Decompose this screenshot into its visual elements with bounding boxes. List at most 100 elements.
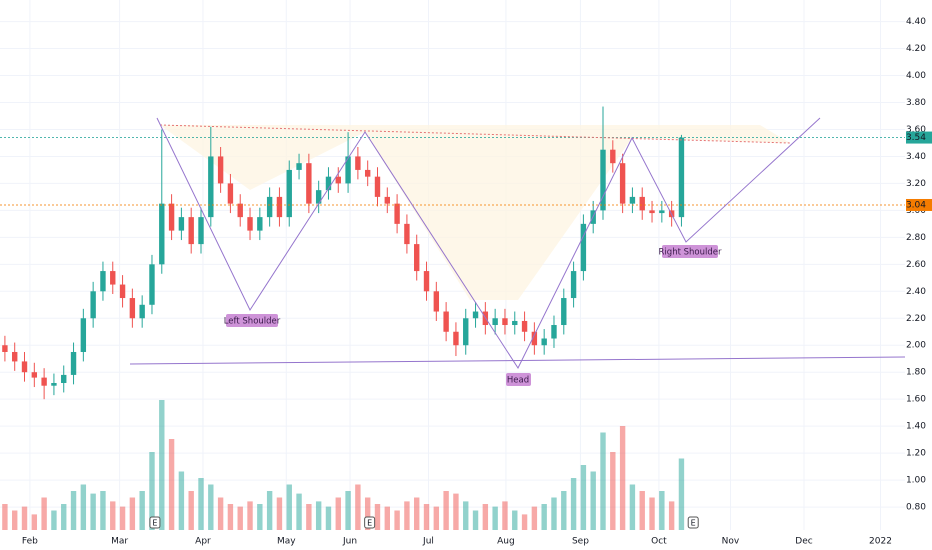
volume-bar	[610, 452, 616, 530]
volume-bar	[580, 465, 587, 530]
volume-bar	[208, 484, 214, 530]
candle-body	[678, 137, 685, 218]
candle-body	[404, 223, 410, 245]
volume-bar	[188, 491, 194, 530]
neckline	[159, 124, 791, 144]
volume-bar	[257, 504, 263, 530]
candle-body	[159, 203, 165, 265]
candle-body	[521, 320, 528, 332]
x-tick-label: Jul	[422, 537, 434, 547]
candle-body	[600, 149, 606, 211]
y-tick-label: 1.40	[906, 422, 926, 432]
volume-bar	[482, 504, 489, 530]
event-marker	[149, 516, 161, 529]
volume-bar	[629, 484, 636, 530]
volume-bar	[433, 506, 440, 530]
x-tick-label: Oct	[651, 537, 667, 547]
candle-body	[325, 176, 332, 191]
annotation-box	[662, 245, 718, 258]
candle-body	[12, 351, 18, 362]
volume-bar	[159, 400, 165, 530]
volume-bar	[31, 514, 38, 530]
event-marker	[364, 516, 376, 529]
x-tick-label: Dec	[795, 537, 812, 547]
volume-bar	[227, 504, 234, 530]
y-tick-label: 4.20	[906, 44, 926, 54]
y-tick-label: 1.00	[906, 476, 926, 486]
volume-bar	[492, 506, 498, 530]
candle-body	[335, 176, 341, 184]
candle-body	[619, 163, 626, 204]
volume-bar	[531, 506, 538, 530]
volume-bar	[443, 491, 449, 530]
volume-bar	[139, 491, 145, 530]
candle-body	[364, 169, 371, 177]
y-tick-label: 2.20	[906, 314, 926, 324]
volume-bar	[590, 471, 596, 530]
candle-body	[463, 318, 469, 346]
candle-body	[570, 271, 577, 299]
volume-bar	[100, 491, 106, 530]
volume-bar	[374, 504, 381, 530]
volume-bar	[639, 491, 645, 530]
candle-body	[629, 196, 636, 204]
candle-body	[276, 196, 283, 218]
candle-body	[70, 351, 77, 375]
volume-bar	[561, 491, 567, 530]
volume-bar	[570, 478, 577, 530]
candle-body	[453, 331, 459, 346]
y-tick-label: 4.40	[906, 17, 926, 27]
volume-bar	[668, 501, 675, 530]
candle-body	[208, 156, 214, 218]
candle-body	[580, 223, 587, 272]
volume-bar	[423, 504, 430, 530]
pattern-fill	[160, 125, 790, 300]
annotation-box	[226, 314, 278, 327]
y-tick-label: 1.60	[906, 395, 926, 405]
candle-body	[414, 244, 420, 272]
volume-bar	[178, 471, 185, 530]
candle-body	[217, 156, 224, 184]
candle-body	[247, 217, 253, 231]
y-tick-label: 3.80	[906, 98, 926, 108]
x-tick-label: Apr	[195, 537, 211, 547]
volume-bar	[394, 510, 400, 530]
volume-bar	[168, 439, 175, 530]
candle-body	[345, 156, 351, 184]
volume-bar	[266, 491, 273, 530]
candle-body	[100, 271, 106, 292]
price-label-box	[906, 131, 932, 144]
x-tick-label: Mar	[111, 537, 128, 547]
price-label: 3.54	[906, 133, 926, 143]
volume-bar	[61, 504, 67, 530]
candle-body	[188, 217, 194, 245]
candle-body	[51, 383, 57, 386]
candle-body	[139, 304, 145, 319]
candle-body	[355, 156, 361, 170]
volume-bar	[659, 491, 665, 530]
volume-bar	[355, 484, 361, 530]
candle-body	[443, 311, 449, 332]
candle-body	[257, 217, 263, 231]
volume-bar	[512, 510, 518, 530]
volume-bar	[649, 497, 655, 530]
volume-bar	[149, 452, 155, 530]
candle-body	[512, 320, 518, 326]
volume-bar	[90, 493, 96, 530]
volume-bar	[217, 497, 224, 530]
volume-bar	[325, 506, 332, 530]
event-label: E	[367, 519, 372, 528]
candle-body	[423, 271, 430, 292]
y-tick-label: 2.40	[906, 287, 926, 297]
volume-bar	[70, 491, 77, 530]
volume-bar	[247, 501, 253, 530]
y-tick-label: 4.00	[906, 71, 926, 81]
candle-body	[492, 318, 498, 326]
candle-body	[149, 264, 155, 305]
volume-bar	[119, 506, 126, 530]
candle-body	[551, 325, 557, 339]
candle-body	[266, 196, 273, 218]
volume-bar	[551, 497, 557, 530]
annotation: Right Shoulder	[659, 248, 722, 258]
